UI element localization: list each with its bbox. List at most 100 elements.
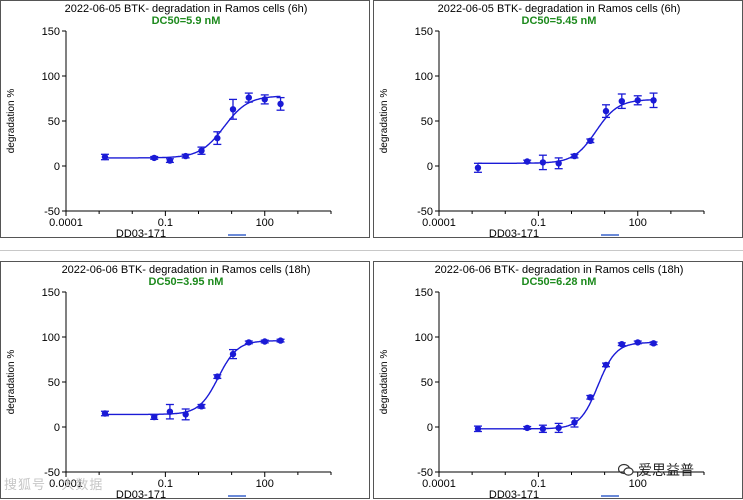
data-point [214, 134, 221, 142]
x-axis-label: DD03-171 [116, 228, 166, 239]
chart-panel-4: 2022-06-06 BTK- degradation in Ramos cel… [373, 261, 743, 500]
y-tick-label: 50 [421, 116, 433, 128]
data-point [555, 424, 562, 432]
data-point [182, 152, 189, 160]
separator-line [0, 250, 743, 251]
data-point [245, 339, 253, 346]
fit-curve [478, 341, 654, 430]
chart-title: 2022-06-06 BTK- degradation in Ramos cel… [435, 264, 684, 276]
data-point [634, 97, 641, 104]
fit-curve [105, 339, 281, 416]
wechat-icon [617, 463, 634, 477]
y-tick-label: 50 [48, 377, 60, 389]
y-axis-label: degradation % [379, 350, 390, 415]
data-point [214, 373, 221, 380]
fit-curve [105, 95, 281, 159]
y-axis-label: degradation % [6, 89, 17, 154]
x-tick-label: 100 [256, 217, 274, 229]
watermark-right-text: 爱思益普 [638, 463, 694, 479]
data-point [650, 340, 657, 347]
y-tick-label: 100 [415, 71, 433, 83]
y-tick-label: 50 [48, 116, 60, 128]
dc50-label: DC50=5.9 nM [152, 15, 221, 27]
y-tick-label: 50 [421, 377, 433, 389]
x-tick-label: 0.0001 [422, 478, 456, 490]
x-tick-label: 0.1 [158, 478, 173, 490]
chart-panel-2: 2022-06-05 BTK- degradation in Ramos cel… [373, 0, 743, 239]
x-tick-label: 0.1 [531, 478, 546, 490]
y-tick-label: 100 [42, 332, 60, 344]
x-axis-label: DD03-171 [489, 489, 539, 500]
x-tick-label: 0.1 [158, 217, 173, 229]
data-point [261, 96, 268, 103]
x-tick-label: 100 [629, 217, 647, 229]
data-point [151, 413, 158, 421]
scroll-marker [228, 495, 246, 497]
y-tick-label: 0 [427, 422, 433, 434]
y-tick-label: 0 [54, 422, 60, 434]
data-point [650, 97, 657, 104]
chart-panel-3: 2022-06-06 BTK- degradation in Ramos cel… [0, 261, 370, 500]
scroll-marker [601, 234, 619, 236]
chart-panel-1: 2022-06-05 BTK- degradation in Ramos cel… [0, 0, 370, 239]
x-axis-label: DD03-171 [489, 228, 539, 239]
data-point [524, 424, 531, 432]
data-point [571, 152, 578, 160]
data-point [474, 164, 482, 171]
data-point [277, 100, 284, 108]
chart-title: 2022-06-05 BTK- degradation in Ramos cel… [65, 3, 308, 15]
x-tick-label: 0.1 [531, 217, 546, 229]
y-tick-label: 0 [54, 161, 60, 173]
data-point [245, 94, 253, 101]
data-point [602, 107, 610, 115]
data-point [555, 160, 562, 167]
y-tick-label: 150 [42, 287, 60, 299]
data-point [182, 411, 189, 418]
data-point [277, 337, 284, 344]
data-point [229, 350, 237, 358]
y-tick-label: -50 [417, 467, 433, 479]
y-tick-label: -50 [44, 206, 60, 218]
y-axis-label: degradation % [379, 89, 390, 154]
data-point [602, 361, 610, 369]
y-tick-label: 150 [415, 287, 433, 299]
data-point [587, 394, 594, 401]
chart-title: 2022-06-05 BTK- degradation in Ramos cel… [438, 3, 681, 15]
y-tick-label: -50 [44, 467, 60, 479]
dc50-label: DC50=5.45 nM [522, 15, 597, 27]
dc50-label: DC50=6.28 nM [522, 276, 597, 288]
y-axis-label: degradation % [6, 350, 17, 415]
data-point [618, 98, 626, 105]
y-tick-label: 100 [415, 332, 433, 344]
fit-curve [478, 99, 654, 165]
data-point [151, 154, 158, 162]
data-point [166, 408, 174, 415]
y-tick-label: 150 [42, 26, 60, 38]
x-tick-label: 0.0001 [49, 478, 83, 490]
x-tick-label: 100 [629, 478, 647, 490]
chart-svg-1: 2022-06-05 BTK- degradation in Ramos cel… [6, 3, 332, 239]
data-point [261, 338, 268, 345]
chart-svg-3: 2022-06-06 BTK- degradation in Ramos cel… [6, 264, 332, 500]
data-point [166, 157, 174, 164]
x-tick-label: 100 [256, 478, 274, 490]
data-point [618, 341, 626, 348]
x-tick-label: 0.0001 [49, 217, 83, 229]
y-tick-label: 0 [427, 161, 433, 173]
data-point [198, 147, 205, 154]
data-point [571, 419, 578, 426]
data-point [101, 153, 109, 161]
data-point [229, 106, 237, 113]
y-tick-label: -50 [417, 206, 433, 218]
data-point [587, 137, 594, 144]
scroll-marker [228, 234, 246, 236]
watermark-right: 爱思益普 [617, 460, 694, 480]
data-point [634, 339, 641, 346]
data-point [198, 403, 205, 410]
chart-svg-4: 2022-06-06 BTK- degradation in Ramos cel… [379, 264, 705, 500]
data-point [101, 410, 109, 417]
data-point [474, 425, 482, 432]
dc50-label: DC50=3.95 nM [149, 276, 224, 288]
y-tick-label: 150 [415, 26, 433, 38]
chart-svg-2: 2022-06-05 BTK- degradation in Ramos cel… [379, 3, 705, 239]
